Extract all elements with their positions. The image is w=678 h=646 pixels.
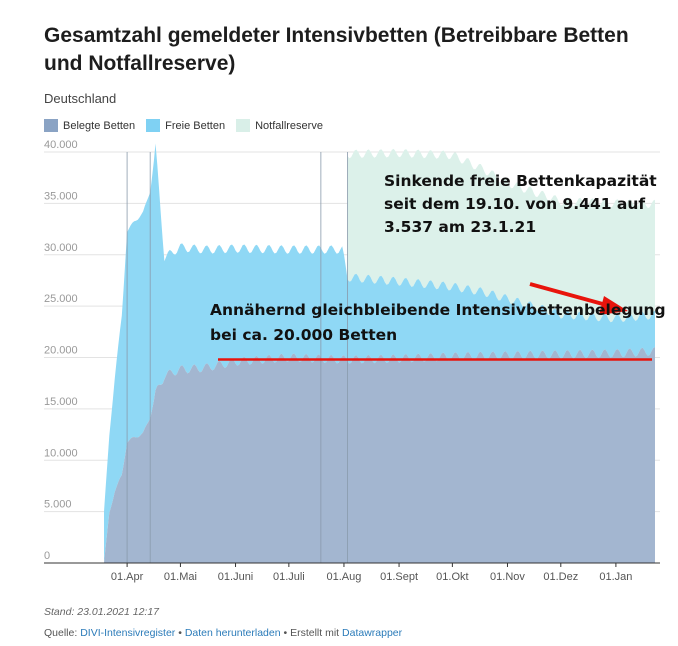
y-tick-label: 5.000 <box>44 499 72 511</box>
area-freie-betten <box>104 143 655 563</box>
legend-item-belegt: Belegte Betten <box>44 119 135 132</box>
footer-stand: Stand: 23.01.2021 12:17 <box>44 606 160 618</box>
legend-label-belegt: Belegte Betten <box>63 119 136 132</box>
legend-item-notfall: Notfallreserve <box>236 119 323 132</box>
legend-swatch-belegt <box>44 119 58 132</box>
footer-sep-1: • <box>175 627 185 639</box>
x-tick-label: 01.Jan <box>599 571 632 583</box>
x-tick-label: 01.Aug <box>327 571 362 583</box>
annotation-arrow-head <box>599 296 628 315</box>
footer-sep-2: • Erstellt mit <box>280 627 343 639</box>
chart-subtitle: Deutschland <box>44 91 117 106</box>
legend-label-notfall: Notfallreserve <box>255 119 323 132</box>
y-tick-label: 40.000 <box>44 139 78 151</box>
x-tick-label: 01.Juni <box>218 571 253 583</box>
legend-label-frei: Freie Betten <box>165 119 226 132</box>
annotation-free-beds: Sinkende freie Bettenkapazität seit dem … <box>384 172 657 236</box>
datawrapper-link[interactable]: Datawrapper <box>342 627 403 639</box>
x-tick-label: 01.Okt <box>436 571 468 583</box>
annotation-arrow-shaft <box>529 282 611 308</box>
annotation-occupancy: Annähernd gleichbleibende Intensivbetten… <box>210 301 666 344</box>
footer-source: Quelle: DIVI-Intensivregister • Daten he… <box>44 627 402 639</box>
x-tick-label: 01.Sept <box>380 571 418 583</box>
area-notfallreserve <box>347 148 655 323</box>
source-link[interactable]: DIVI-Intensivregister <box>80 627 176 639</box>
area-belegte-betten <box>104 347 655 563</box>
footer-source-prefix: Quelle: <box>44 627 81 639</box>
legend-swatch-notfall <box>236 119 251 132</box>
y-tick-label: 10.000 <box>44 447 78 459</box>
chart-legend: Belegte Betten Freie Betten Notfallreser… <box>44 119 334 132</box>
x-tick-label: 01.Mai <box>164 571 197 583</box>
y-tick-label: 35.000 <box>44 190 78 202</box>
x-tick-label: 01.Dez <box>543 571 578 583</box>
chart-title: Gesamtzahl gemeldeter Intensivbetten (Be… <box>44 24 629 75</box>
chart-svg: 0 5.000 10.000 15.000 20.000 25.000 30.000 35.0… <box>44 139 660 583</box>
download-link[interactable]: Daten herunterladen <box>184 627 281 639</box>
x-tick-label: 01.Juli <box>273 571 305 583</box>
y-tick-label: 0 <box>44 550 50 562</box>
y-tick-label: 20.000 <box>44 345 78 357</box>
y-tick-label: 15.000 <box>44 396 78 408</box>
y-tick-label: 25.000 <box>44 293 78 305</box>
x-tick-label: 01.Apr <box>111 571 144 583</box>
legend-swatch-frei <box>146 119 161 132</box>
legend-item-frei: Freie Betten <box>146 119 225 132</box>
y-tick-label: 30.000 <box>44 242 78 254</box>
x-tick-label: 01.Nov <box>490 571 525 583</box>
